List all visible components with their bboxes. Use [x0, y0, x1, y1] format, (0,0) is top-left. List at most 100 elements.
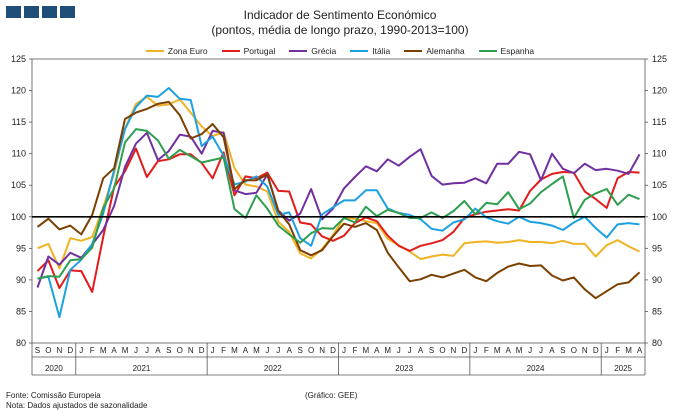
month-tick-label: D: [67, 346, 73, 355]
series-line: [36, 129, 641, 288]
month-tick-label: A: [111, 346, 117, 355]
month-tick-label: O: [308, 346, 314, 355]
month-tick-label: A: [637, 346, 643, 355]
series-line: [37, 95, 640, 270]
chart-subtitle: (pontos, média de longo prazo, 1990-2013…: [211, 23, 469, 37]
y-tick-label-right: 110: [652, 149, 666, 159]
series-line: [37, 128, 640, 280]
legend-swatch: [145, 50, 164, 52]
legend-swatch: [478, 50, 497, 52]
month-tick-label: J: [528, 346, 532, 355]
month-tick-label: F: [615, 346, 620, 355]
logo-square: [60, 6, 75, 18]
logo-square: [6, 6, 21, 18]
legend-label: Portugal: [243, 46, 276, 56]
month-tick-label: J: [134, 346, 138, 355]
year-label: 2022: [264, 364, 282, 373]
y-tick-label-left: 125: [11, 54, 26, 64]
month-tick-label: F: [352, 346, 357, 355]
footer-notes: Fonte: Comissão Europeia Nota: Dados aju…: [6, 391, 147, 411]
y-tick-label-right: 100: [652, 212, 667, 222]
legend-swatch: [289, 50, 308, 52]
month-tick-label: J: [408, 346, 412, 355]
seasonal-note: Nota: Dados ajustados de sazonalidade: [6, 401, 148, 410]
year-label: 2023: [395, 364, 413, 373]
legend-item: Itália: [350, 46, 390, 56]
month-tick-label: J: [211, 346, 215, 355]
year-label: 2021: [133, 364, 151, 373]
legend-label: Itália: [372, 46, 391, 56]
chart-title: Indicador de Sentimento Económico: [243, 8, 437, 22]
y-tick-label-right: 115: [652, 117, 666, 127]
month-tick-label: J: [397, 346, 401, 355]
legend-swatch: [221, 50, 240, 52]
y-tick-label-left: 105: [11, 180, 26, 190]
month-tick-label: A: [549, 346, 555, 355]
plot-frame: [31, 58, 646, 344]
month-tick-label: O: [571, 346, 577, 355]
month-tick-label: J: [539, 346, 543, 355]
month-tick-label: F: [484, 346, 489, 355]
gee-logo: [6, 6, 75, 18]
y-tick-label-left: 100: [11, 212, 26, 222]
month-tick-label: N: [188, 346, 194, 355]
month-tick-label: A: [505, 346, 511, 355]
month-tick-label: J: [473, 346, 477, 355]
month-tick-label: N: [56, 346, 62, 355]
month-tick-label: S: [166, 346, 171, 355]
month-tick-label: N: [451, 346, 457, 355]
month-tick-label: S: [35, 346, 40, 355]
month-tick-label: N: [319, 346, 325, 355]
y-tick-label-left: 90: [16, 275, 26, 285]
month-tick-label: J: [265, 346, 269, 355]
month-tick-label: F: [221, 346, 226, 355]
month-tick-label: O: [439, 346, 445, 355]
y-tick-label-right: 85: [652, 306, 662, 316]
chart-legend: Zona Euro Portugal Grécia Itália Alemanha Esp…: [0, 46, 680, 56]
y-tick-label-right: 125: [652, 54, 667, 64]
month-tick-label: M: [363, 346, 370, 355]
legend-label: Espanha: [500, 46, 535, 56]
month-tick-label: A: [155, 346, 161, 355]
month-tick-label: M: [231, 346, 238, 355]
legend-swatch: [350, 50, 369, 52]
legend-item: Alemanha: [404, 46, 465, 56]
y-tick-label-right: 90: [652, 275, 662, 285]
legend-label: Grécia: [311, 46, 337, 56]
month-tick-label: D: [199, 346, 205, 355]
legend-item: Espanha: [478, 46, 535, 56]
month-tick-label: A: [287, 346, 293, 355]
month-tick-label: A: [243, 346, 249, 355]
y-tick-label-right: 120: [652, 86, 667, 96]
y-tick-label-left: 85: [16, 306, 26, 316]
month-tick-label: N: [582, 346, 588, 355]
legend-item: Portugal: [221, 46, 276, 56]
legend-item: Grécia: [289, 46, 336, 56]
month-tick-label: O: [177, 346, 183, 355]
y-tick-label-left: 80: [16, 338, 26, 348]
y-tick-label-right: 95: [652, 243, 662, 253]
month-tick-label: M: [516, 346, 523, 355]
month-tick-label: M: [253, 346, 260, 355]
legend-label: Zona Euro: [167, 46, 208, 56]
y-tick-label-left: 110: [12, 149, 26, 159]
month-tick-label: A: [418, 346, 424, 355]
y-tick-label-left: 115: [12, 117, 26, 127]
legend-item: Zona Euro: [145, 46, 208, 56]
month-tick-label: S: [298, 346, 303, 355]
month-tick-label: D: [461, 346, 467, 355]
month-tick-label: S: [429, 346, 434, 355]
month-tick-label: F: [90, 346, 95, 355]
legend-label: Alemanha: [426, 46, 465, 56]
month-tick-label: M: [122, 346, 129, 355]
logo-square: [42, 6, 57, 18]
series-line: [36, 147, 640, 293]
month-tick-label: J: [276, 346, 280, 355]
series-line: [36, 100, 641, 300]
month-tick-label: J: [145, 346, 149, 355]
year-label: 2025: [614, 364, 632, 373]
source-note: Fonte: Comissão Europeia: [6, 391, 101, 400]
month-tick-label: M: [100, 346, 107, 355]
y-tick-label-right: 80: [652, 338, 662, 348]
